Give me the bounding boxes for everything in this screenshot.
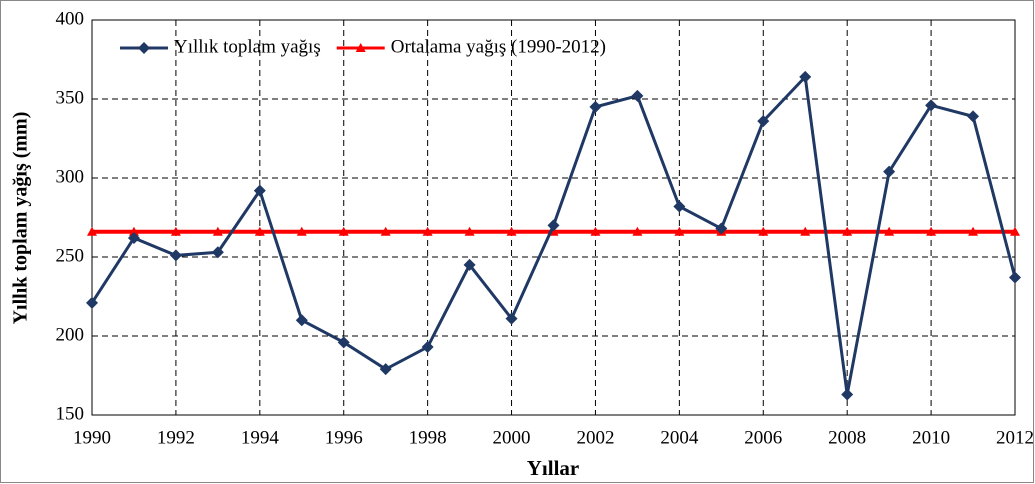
- data-point: [254, 226, 265, 236]
- y-axis-label: Yıllık toplam yağış (mm): [10, 112, 32, 325]
- x-tick-label: 2000: [493, 427, 531, 448]
- x-tick-label: 2010: [912, 427, 950, 448]
- data-point: [967, 110, 980, 123]
- data-point: [337, 336, 350, 349]
- x-tick-label: 2008: [828, 427, 866, 448]
- data-point: [86, 296, 98, 309]
- data-point: [841, 388, 854, 401]
- data-point: [799, 70, 812, 83]
- data-point: [295, 314, 308, 327]
- data-point: [632, 226, 643, 236]
- x-tick-label: 2002: [576, 427, 614, 448]
- data-point: [674, 226, 685, 236]
- data-point: [800, 226, 811, 236]
- x-tick-label: 2006: [744, 427, 782, 448]
- x-tick-label: 1994: [241, 427, 280, 448]
- data-point: [169, 249, 182, 262]
- data-point: [128, 226, 139, 236]
- x-tick-label: 2004: [660, 427, 699, 448]
- y-tick-label: 150: [56, 403, 85, 424]
- data-point: [968, 226, 979, 236]
- y-tick-label: 250: [56, 245, 85, 266]
- data-point: [296, 226, 307, 236]
- data-point: [212, 226, 223, 236]
- data-point: [379, 363, 392, 376]
- data-point: [589, 100, 602, 113]
- data-point: [925, 99, 938, 112]
- data-point: [506, 226, 517, 236]
- data-point: [211, 246, 224, 259]
- data-point: [170, 226, 181, 236]
- legend-marker: [355, 43, 366, 52]
- x-axis-label: Yıllar: [527, 456, 580, 480]
- x-tick-label: 1992: [157, 427, 195, 448]
- data-point: [87, 226, 97, 236]
- data-point: [1009, 271, 1021, 284]
- legend-label: Yıllık toplam yağış: [174, 36, 321, 57]
- data-point: [421, 341, 434, 354]
- data-point: [338, 226, 349, 236]
- x-tick-label: 2012: [996, 427, 1034, 448]
- y-tick-label: 400: [56, 8, 85, 29]
- data-point: [463, 258, 476, 271]
- data-point: [547, 219, 560, 232]
- data-point: [926, 226, 937, 236]
- data-point: [673, 200, 686, 213]
- y-tick-label: 300: [56, 166, 85, 187]
- data-point: [253, 184, 266, 197]
- data-point: [422, 226, 433, 236]
- data-point: [505, 312, 518, 325]
- data-point: [1010, 226, 1020, 236]
- data-point: [380, 226, 391, 236]
- legend-marker: [138, 42, 150, 54]
- data-point: [758, 226, 769, 236]
- x-tick-label: 1990: [73, 427, 111, 448]
- data-point: [883, 165, 896, 178]
- data-point: [464, 226, 475, 236]
- data-point: [631, 89, 644, 102]
- data-point: [842, 226, 853, 236]
- data-point: [884, 226, 895, 236]
- x-tick-label: 1998: [409, 427, 447, 448]
- data-point: [590, 226, 601, 236]
- y-tick-label: 200: [56, 324, 85, 345]
- x-tick-label: 1996: [325, 427, 363, 448]
- plot-border: [91, 19, 1016, 416]
- data-point: [757, 115, 770, 128]
- data-point: [127, 232, 140, 245]
- y-tick-label: 350: [56, 87, 85, 108]
- legend-label: Ortalama yağış (1990-2012): [391, 36, 606, 57]
- data-point: [715, 222, 728, 235]
